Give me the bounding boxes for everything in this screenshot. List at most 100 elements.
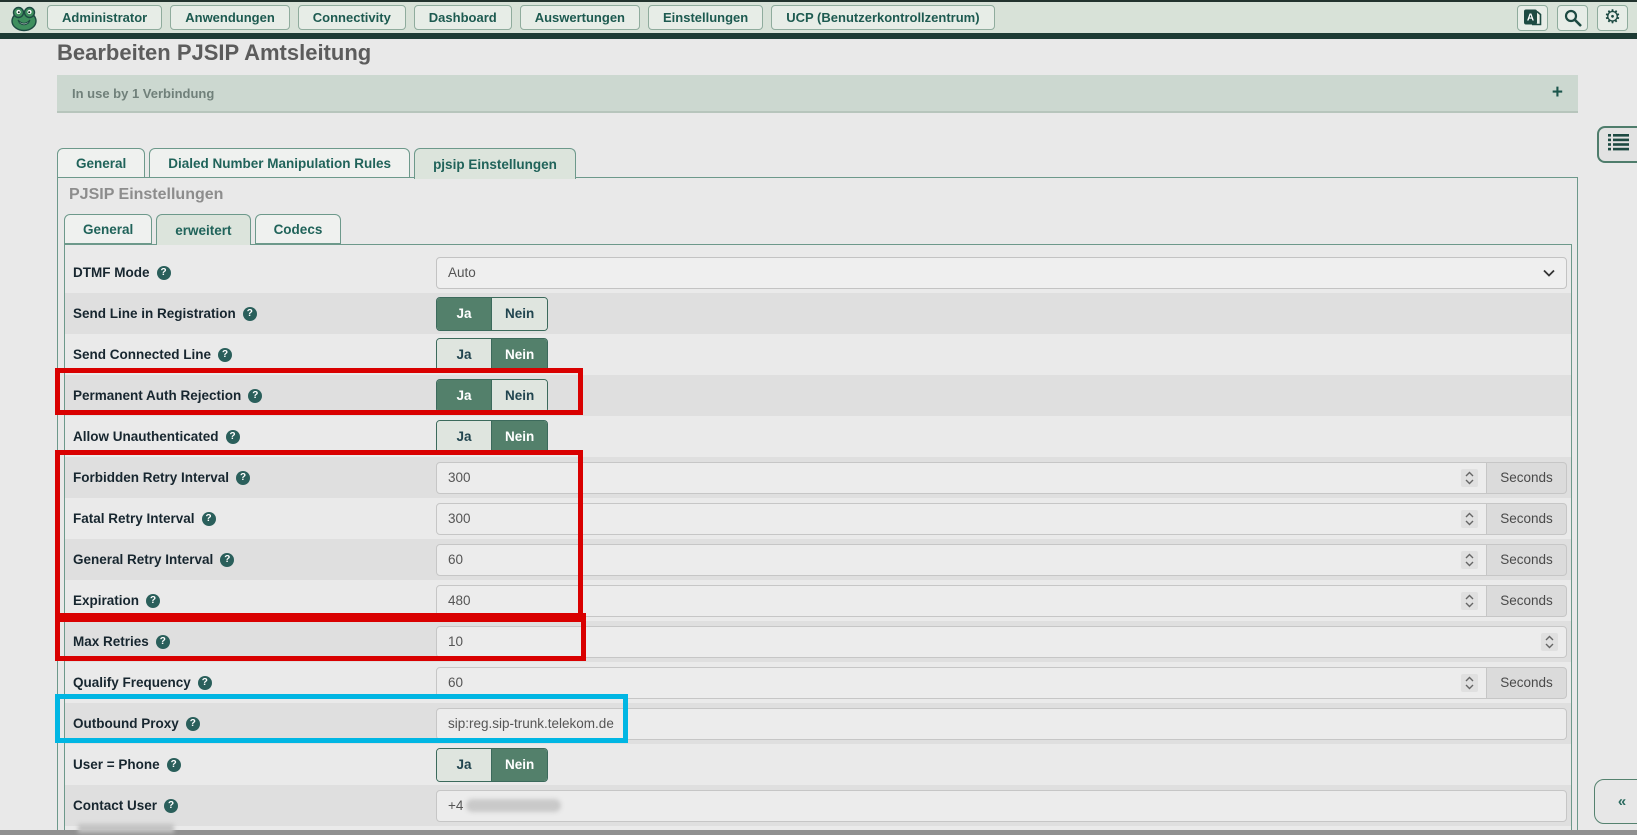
input-value: 300 [448,470,471,485]
chevron-down-icon [1543,269,1555,277]
nav-item-einstellungen[interactable]: Einstellungen [648,5,764,30]
label-qualify-frequency: Qualify Frequency? [73,675,436,690]
allow-unauthenticated-toggle: Ja Nein [436,419,549,454]
nav-item-ucp-benutzerkontrollzentrum[interactable]: UCP (Benutzerkontrollzentrum) [771,5,995,30]
label-text: User = Phone [73,757,160,772]
help-icon[interactable]: ? [155,634,170,649]
label-text: DTMF Mode [73,265,150,280]
search-button[interactable] [1557,4,1588,31]
help-icon[interactable]: ? [156,265,171,280]
help-icon[interactable]: ? [166,757,181,772]
gear-button[interactable]: ⚙ [1597,4,1628,31]
outbound-proxy-input[interactable]: sip:reg.sip-trunk.telekom.de [436,707,1567,740]
help-icon[interactable]: ? [225,429,240,444]
permanent-auth-rejection-toggle: Ja Nein [436,378,549,413]
tab-general[interactable]: General [57,148,146,178]
freepbx-logo-icon[interactable] [9,3,39,33]
control-send-connected-line: Ja Nein [436,337,1567,372]
help-icon[interactable]: ? [248,388,263,403]
row-outbound-proxy: Outbound Proxy? sip:reg.sip-trunk.telekom… [65,703,1571,744]
help-icon[interactable]: ? [218,347,233,362]
in-use-text: In use by 1 Verbindung [72,85,215,101]
tab-pjsip-einstellungen[interactable]: pjsip Einstellungen [414,148,576,179]
unit-addon: Seconds [1487,584,1567,617]
label-max-retries: Max Retries? [73,634,436,649]
row-permanent-auth-rejection: Permanent Auth Rejection? Ja Nein [65,375,1571,416]
control-qualify-frequency: 60 Seconds [436,666,1567,699]
nav-item-administrator[interactable]: Administrator [47,5,163,30]
translate-button[interactable]: A [1517,4,1548,31]
nav-item-auswertungen[interactable]: Auswertungen [519,5,640,30]
qualify-frequency-group: 60 Seconds [436,666,1567,699]
input-value: 10 [448,634,464,649]
user-phone-option-nein[interactable]: Nein [491,748,548,781]
send-line-in-registration-option-ja[interactable]: Ja [437,297,491,330]
user-phone-option-ja[interactable]: Ja [437,748,491,781]
general-retry-interval-input[interactable]: 60 [436,543,1487,576]
label-text: Max Retries [73,634,149,649]
number-spinner[interactable] [1461,509,1478,528]
label-text: Send Connected Line [73,347,212,362]
unit-addon: Seconds [1487,666,1567,699]
max-retries-input[interactable]: 10 [436,625,1567,658]
collapse-sidebar-button[interactable]: « [1594,779,1637,824]
subtab-general[interactable]: General [64,214,153,244]
dtmf-mode-select[interactable]: Auto [436,256,1567,289]
redacted-smudge [78,824,174,833]
redacted-value-blur [466,799,562,812]
tab-dialed-number-manipulation-rules[interactable]: Dialed Number Manipulation Rules [149,148,411,178]
label-expiration: Expiration? [73,593,436,608]
settings-form: DTMF Mode? Auto Send Line in Registration?… [65,252,1571,826]
expiration-input[interactable]: 480 [436,584,1487,617]
row-allow-unauthenticated: Allow Unauthenticated? Ja Nein [65,416,1571,457]
label-fatal-retry-interval: Fatal Retry Interval? [73,511,436,526]
input-value: 60 [448,675,464,690]
control-dtmf-mode: Auto [436,256,1567,289]
help-icon[interactable]: ? [201,511,216,526]
control-expiration: 480 Seconds [436,584,1567,617]
permanent-auth-rejection-option-ja[interactable]: Ja [437,379,491,412]
permanent-auth-rejection-option-nein[interactable]: Nein [491,379,548,412]
search-icon [1564,9,1582,27]
label-text: Outbound Proxy [73,716,179,731]
number-spinner[interactable] [1461,468,1478,487]
row-qualify-frequency: Qualify Frequency? 60 Seconds [65,662,1571,703]
row-user-phone: User = Phone? Ja Nein [65,744,1571,785]
nav-item-connectivity[interactable]: Connectivity [297,5,406,30]
fatal-retry-interval-group: 300 Seconds [436,502,1567,535]
send-connected-line-option-ja[interactable]: Ja [437,338,491,371]
help-icon[interactable]: ? [146,593,161,608]
label-text: Allow Unauthenticated [73,429,219,444]
fatal-retry-interval-input[interactable]: 300 [436,502,1487,535]
number-spinner[interactable] [1461,550,1478,569]
help-icon[interactable]: ? [164,798,179,813]
subtab-erweitert[interactable]: erweitert [156,214,251,245]
help-icon[interactable]: ? [185,716,200,731]
label-outbound-proxy: Outbound Proxy? [73,716,436,731]
allow-unauthenticated-option-ja[interactable]: Ja [437,420,491,453]
forbidden-retry-interval-input[interactable]: 300 [436,461,1487,494]
help-icon[interactable]: ? [236,470,251,485]
help-icon[interactable]: ? [197,675,212,690]
subtab-codecs[interactable]: Codecs [254,214,342,244]
main-menu: Administrator Anwendungen Connectivity Dash… [47,5,995,30]
row-general-retry-interval: General Retry Interval? 60 Seconds [65,539,1571,580]
label-dtmf-mode: DTMF Mode? [73,265,436,280]
send-connected-line-option-nein[interactable]: Nein [491,338,548,371]
nav-item-anwendungen[interactable]: Anwendungen [170,5,290,30]
allow-unauthenticated-option-nein[interactable]: Nein [491,420,548,453]
help-icon[interactable]: ? [220,552,235,567]
expand-plus-button[interactable]: + [1551,82,1563,103]
chevron-double-left-icon: « [1617,793,1627,810]
send-line-in-registration-option-nein[interactable]: Nein [491,297,548,330]
side-menu-flyout-button[interactable] [1597,126,1637,163]
nav-item-dashboard[interactable]: Dashboard [413,5,512,30]
svg-text:A: A [1527,13,1534,24]
help-icon[interactable]: ? [242,306,257,321]
qualify-frequency-input[interactable]: 60 [436,666,1487,699]
number-spinner[interactable] [1461,591,1478,610]
contact-user-input[interactable]: +4 [436,789,1567,822]
number-spinner[interactable] [1461,673,1478,692]
label-text: Contact User [73,798,158,813]
number-spinner[interactable] [1541,632,1558,651]
